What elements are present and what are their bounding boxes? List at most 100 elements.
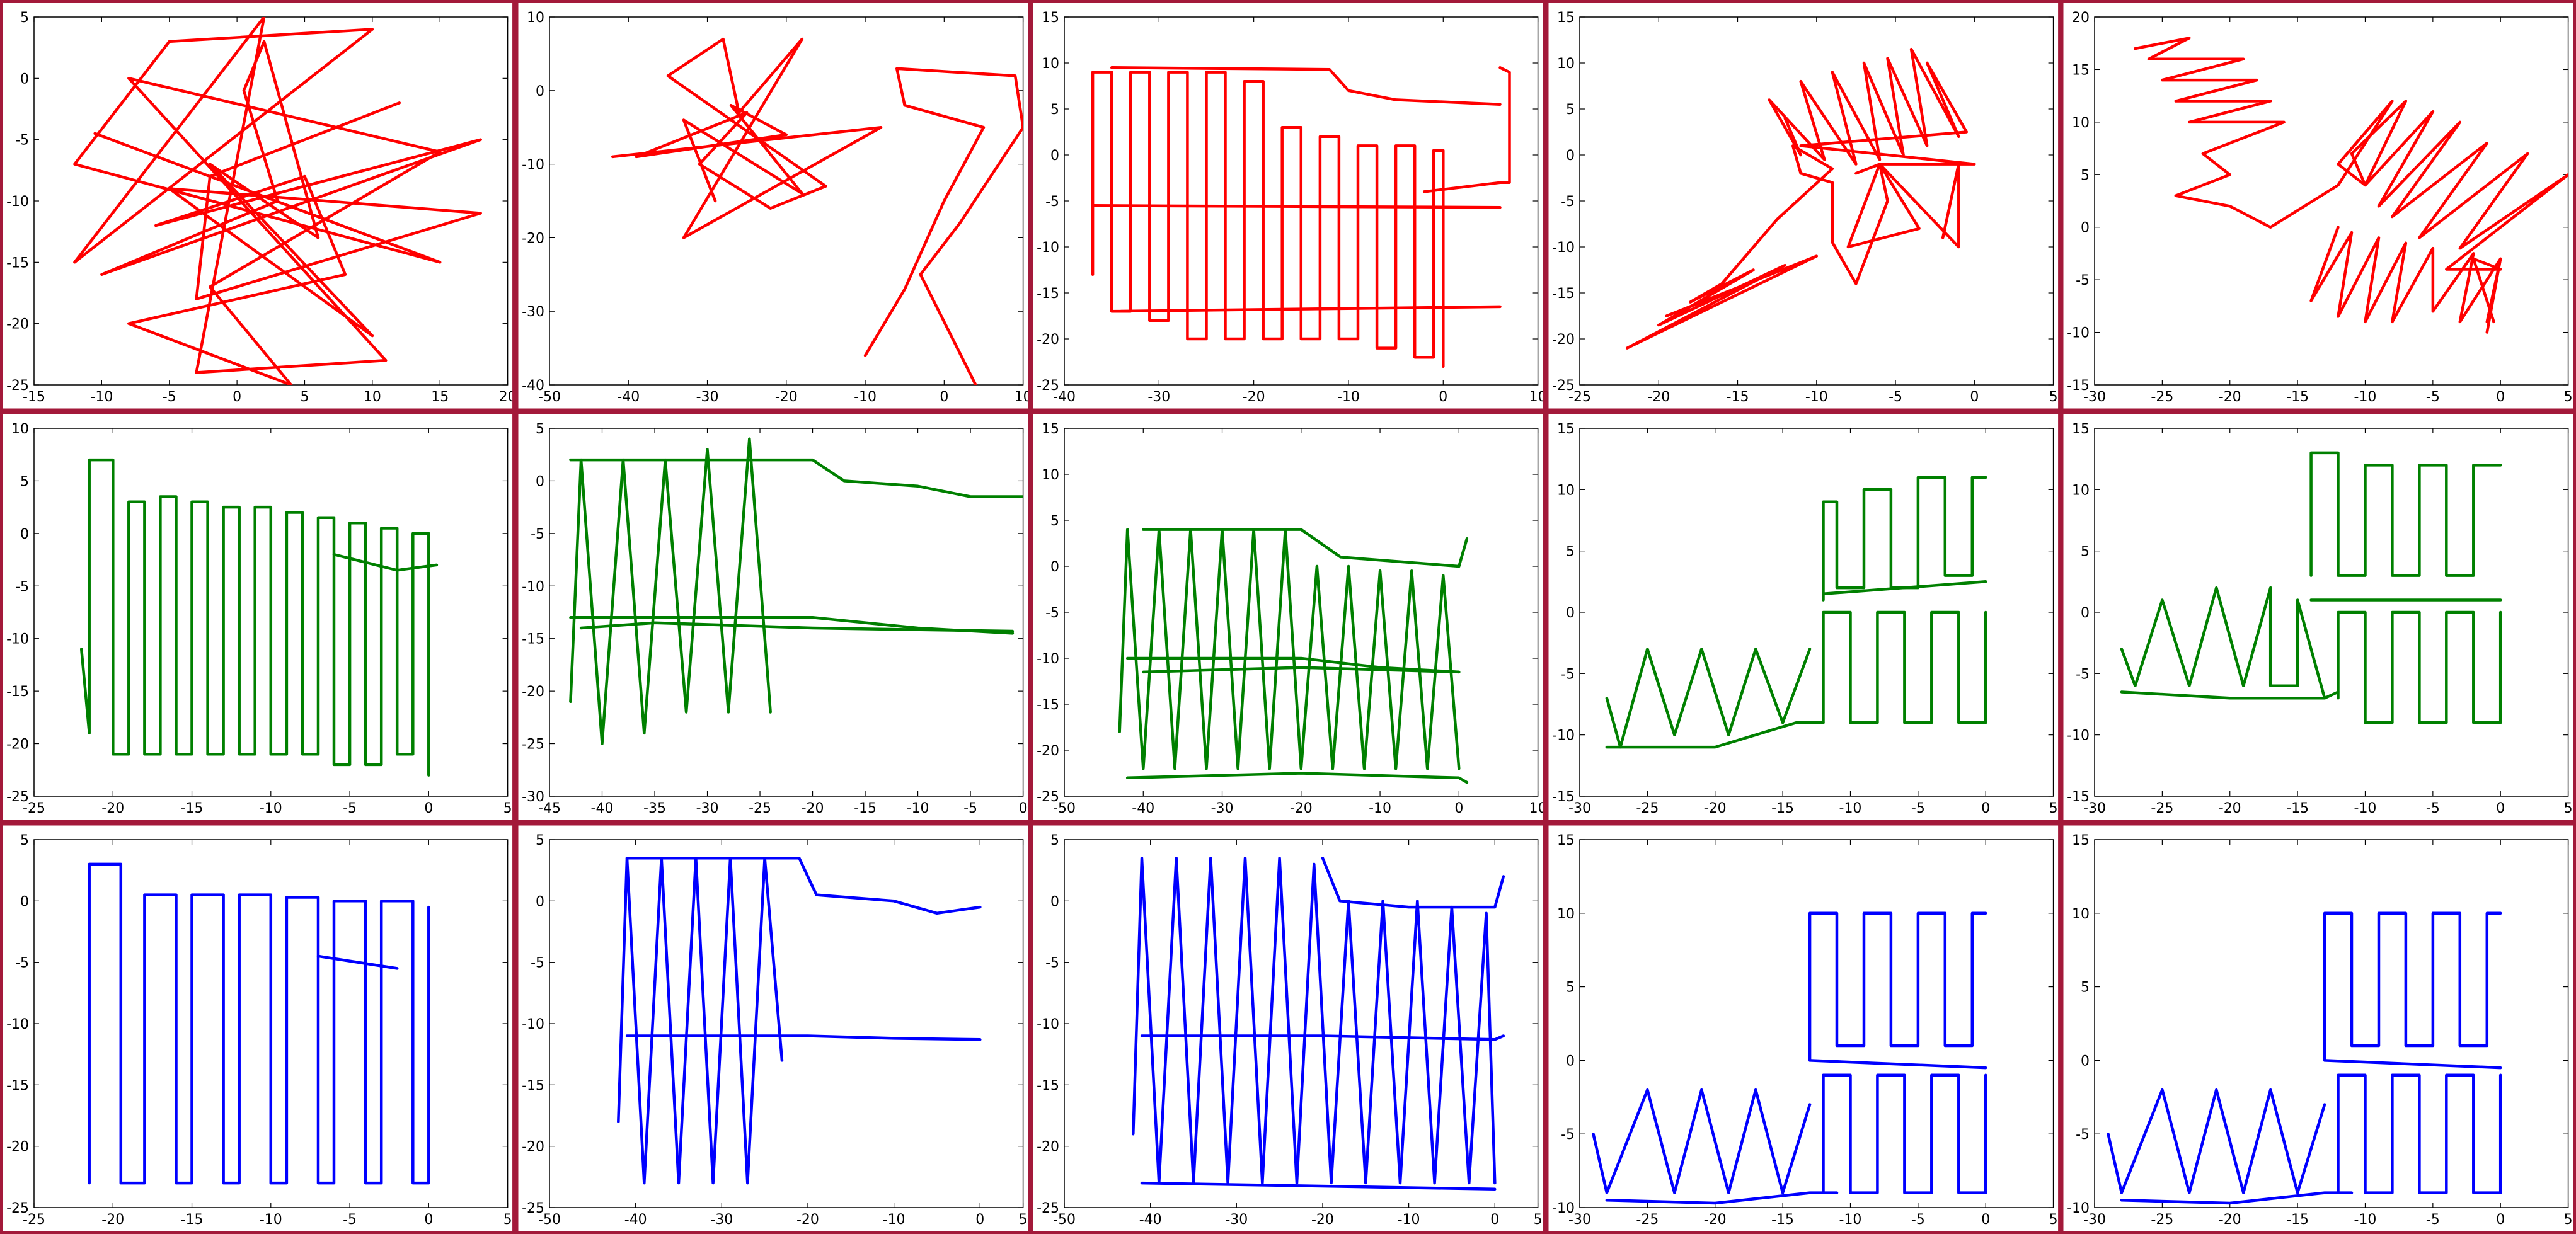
x-tick-label: -25: [1636, 1212, 1659, 1228]
x-tick-label: -45: [538, 801, 561, 816]
y-tick-label: 5: [2081, 980, 2090, 996]
x-tick-label: -25: [749, 801, 771, 816]
y-tick-label: -20: [1037, 743, 1059, 759]
x-tick-label: -25: [1636, 801, 1659, 816]
y-tick-label: 15: [1557, 833, 1575, 848]
y-tick-label: -5: [2076, 666, 2090, 682]
x-tick-label: -30: [1568, 801, 1591, 816]
x-tick-label: 0: [940, 389, 948, 405]
trajectory-line-1: [73, 17, 482, 385]
x-tick-label: -5: [343, 1212, 357, 1228]
trajectory-line-3: [1142, 666, 1461, 674]
y-tick-label: 10: [1557, 483, 1575, 498]
y-tick-label: -5: [15, 579, 29, 595]
x-tick-label: -40: [1053, 389, 1076, 405]
x-tick-label: -25: [1568, 389, 1591, 405]
y-tick-label: 0: [20, 71, 29, 87]
x-tick-label: 5: [1018, 1212, 1027, 1228]
y-tick-label: -20: [6, 317, 29, 333]
trajectory-line-1: [611, 37, 882, 239]
trajectory-line-1: [1605, 648, 1812, 749]
x-tick-label: -10: [1805, 389, 1828, 405]
x-tick-label: 0: [1455, 801, 1464, 816]
y-tick-label: 10: [2072, 115, 2090, 131]
x-tick-label: -30: [696, 801, 718, 816]
x-tick-label: -25: [2151, 1212, 2174, 1228]
trajectory-group: [1605, 476, 1987, 749]
x-tick-label: -20: [2219, 801, 2241, 816]
trajectory-group: [1091, 66, 1511, 368]
trajectory-line-1: [1132, 856, 1497, 1185]
x-tick-label: 0: [2497, 389, 2505, 405]
x-tick-label: -40: [617, 389, 640, 405]
x-tick-label: -15: [1771, 1212, 1794, 1228]
y-tick-label: -5: [531, 956, 544, 971]
trajectory-line-1: [2134, 37, 2568, 324]
panel-r3c5: -30 -25 -20 -15 -10 -5 0 5 15 10 5 0 -5 -10: [2060, 822, 2576, 1234]
axes-frame: [1579, 839, 2054, 1208]
trajectory-group: [1118, 528, 1469, 784]
panel-r2c1: -25 -20 -15 -10 -5 0 5 10 5 0 -5 -10 -15 -20 -25: [0, 411, 516, 823]
x-tick-label: 5: [2564, 389, 2573, 405]
x-tick-label: -15: [2287, 389, 2309, 405]
y-tick-label: 10: [1042, 56, 1059, 72]
y-tick-label: -5: [1045, 194, 1059, 210]
x-tick-label: -25: [2151, 801, 2174, 816]
y-tick-label: 0: [1050, 559, 1059, 575]
trajectory-group: [2120, 451, 2502, 724]
y-tick-label: 10: [527, 10, 544, 26]
y-tick-label: 0: [536, 474, 544, 489]
y-tick-label: -10: [522, 579, 544, 595]
trajectory-line-3: [1110, 305, 1502, 313]
y-tick-label: -5: [1561, 1127, 1575, 1143]
y-tick-label: 5: [536, 421, 544, 437]
y-tick-label: -10: [2067, 326, 2090, 341]
y-tick-label: 5: [1050, 102, 1059, 118]
panel-r2c4: -30 -25 -20 -15 -10 -5 0 5 15 10 5 0 -5 -10 -15: [1545, 411, 2061, 823]
x-tick-label: -10: [1337, 389, 1360, 405]
x-tick-label: -30: [1211, 801, 1234, 816]
y-tick-label: 15: [1042, 421, 1059, 437]
y-tick-label: 15: [2072, 833, 2090, 848]
trajectory-line-5: [1423, 66, 1511, 193]
trajectory-line-2: [568, 458, 1023, 498]
y-tick-label: -10: [1037, 651, 1059, 667]
y-tick-label: -30: [522, 789, 544, 805]
y-tick-label: -25: [522, 1201, 544, 1216]
panel-r2c2: -45 -40 -35 -30 -25 -20 -15 -10 -5 0 5 0 -5 -10 -15 -20…: [515, 411, 1031, 823]
y-tick-label: -25: [1037, 789, 1059, 805]
trajectory-line-1: [88, 862, 430, 1185]
y-tick-label: -15: [1037, 1078, 1059, 1094]
x-tick-label: 5: [2564, 801, 2573, 816]
x-tick-label: -30: [1226, 1212, 1248, 1228]
x-tick-label: 5: [503, 801, 512, 816]
trajectory-group: [1592, 911, 1987, 1205]
y-tick-label: -5: [2076, 1127, 2090, 1143]
y-tick-label: -15: [522, 632, 544, 648]
y-tick-label: 15: [2072, 62, 2090, 78]
y-tick-label: -15: [1552, 789, 1575, 805]
trajectory-group: [88, 862, 430, 1185]
x-tick-label: -5: [1911, 1212, 1925, 1228]
x-tick-label: 0: [975, 1212, 984, 1228]
panel-r3c2: -50 -40 -30 -20 -10 0 5 5 0 -5 -10 -15 -20 -25: [515, 822, 1031, 1234]
x-tick-label: -20: [2219, 1212, 2241, 1228]
y-tick-label: -10: [522, 1017, 544, 1032]
y-tick-label: 5: [1566, 102, 1575, 118]
trajectory-group: [79, 458, 439, 777]
x-tick-label: -5: [343, 801, 357, 816]
panel-border: [1030, 0, 1546, 412]
trajectory-line-4: [2309, 451, 2502, 577]
panel-r3c4: -30 -25 -20 -15 -10 -5 0 5 15 10 5 0 -5 -10: [1545, 822, 2061, 1234]
x-tick-label: -15: [181, 1212, 204, 1228]
y-tick-label: -10: [6, 1017, 29, 1032]
trajectory-line-4: [1808, 911, 1987, 1062]
axes-frame: [1579, 16, 2054, 386]
x-tick-label: 0: [233, 389, 241, 405]
x-tick-label: -5: [2426, 1212, 2440, 1228]
y-tick-label: -5: [1561, 666, 1575, 682]
x-tick-label: -15: [854, 801, 877, 816]
x-tick-label: 0: [1490, 1212, 1499, 1228]
y-tick-label: -25: [1037, 378, 1059, 394]
